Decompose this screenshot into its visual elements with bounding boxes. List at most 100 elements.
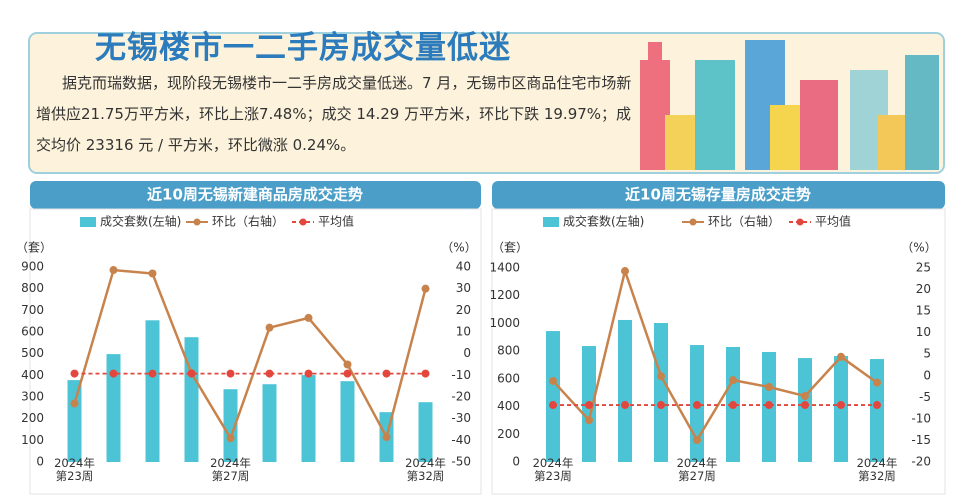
average-point [265,369,274,378]
legend-swatch [796,218,804,226]
legend-label: 平均值 [815,214,851,229]
bar [106,354,121,462]
y-tick-label: 700 [21,303,44,317]
bar [546,331,560,462]
bar [145,320,160,462]
y-tick-label: 800 [21,281,44,295]
average-point [549,401,557,410]
y2-tick-label: -10 [451,368,471,382]
line-point [621,267,629,276]
legend-swatch [543,217,559,227]
y-tick-label: 600 [21,325,44,339]
bar [184,337,199,462]
legend-label: 成交套数(左轴) [563,214,644,229]
y2-tick-label: 0 [923,368,931,382]
average-point [729,401,737,410]
average-point [801,401,809,410]
average-point [693,401,701,410]
y-tick-label: 200 [497,427,520,441]
y2-tick-label: 25 [916,261,931,275]
y2-tick-label: 30 [456,281,471,295]
y2-tick-label: -10 [911,411,931,425]
average-point [421,369,430,378]
y2-tick-label: -20 [911,455,931,469]
y-tick-label: 400 [497,399,520,413]
x-tick-label: 2024年 第27周 [210,456,251,483]
y2-tick-label: 10 [456,325,471,339]
y2-tick-label: 20 [916,282,931,296]
legend-label: 环比（右轴） [708,214,780,229]
bar [798,358,812,462]
y2-tick-label: 10 [916,325,931,339]
line-point [657,372,665,381]
line-point [382,433,391,442]
y-tick-label: 500 [21,346,44,360]
intro-text: 据克而瑞数据，现阶段无锡楼市一二手房成交量低迷。7 月，无锡市区商品住宅市场新增… [36,74,632,154]
bar [654,323,668,462]
line-point [873,378,881,387]
y-axis-label: （套） [16,241,52,255]
y2-tick-label: -20 [451,390,471,404]
average-point [226,369,235,378]
y-tick-label: 0 [512,455,520,469]
bar [418,402,433,462]
average-point [621,401,629,410]
line-point [109,266,118,275]
y2-tick-label: 5 [923,347,931,361]
y-tick-label: 800 [497,344,520,358]
line-point [343,360,352,369]
average-point [837,401,845,410]
chart-title: 近10周无锡存量房成交走势 [625,186,811,204]
line-point [729,376,737,385]
y2-tick-label: -15 [911,433,931,447]
bar [262,384,277,462]
average-point [70,369,79,378]
line-point [765,382,773,391]
legend-label: 环比（右轴） [212,214,284,229]
y2-tick-label: 40 [456,260,471,274]
legend-swatch [193,218,201,226]
panel-frame [491,208,946,495]
bar [301,375,316,462]
bar [223,389,238,462]
line-point [304,313,313,322]
line-point [226,434,235,443]
line [73,268,427,442]
average-point [585,401,593,410]
line-point [549,376,557,385]
y-tick-label: 100 [21,433,44,447]
page-title: 无锡楼市一二手房成交量低迷 [95,30,511,66]
y-tick-label: 900 [21,260,44,274]
bar [67,380,82,462]
city-illustration [640,40,939,170]
y2-tick-label: -40 [451,433,471,447]
y-tick-label: 1200 [489,288,520,302]
y2-tick-label: -5 [919,390,931,404]
y-tick-label: 400 [21,368,44,382]
average-point [187,369,196,378]
y-tick-label: 1400 [489,261,520,275]
y2-tick-label: 20 [456,303,471,317]
line-point [148,269,157,278]
average-point [765,401,773,410]
y-tick-label: 200 [21,411,44,425]
average-point [109,369,118,378]
y-tick-label: 300 [21,390,44,404]
chart-title: 近10周无锡新建商品房成交走势 [147,186,363,204]
x-tick-label: 2024年 第23周 [54,456,95,483]
legend-label: 成交套数(左轴) [100,214,181,229]
x-tick-label: 2024年 第27周 [676,456,718,483]
line-point [421,284,430,293]
average-point [343,369,352,378]
line-point [265,323,274,332]
line-point [837,352,845,361]
y2-axis-label: （%） [441,241,476,255]
x-tick-label: 2024年 第23周 [532,456,574,483]
average-point [304,369,313,378]
y-axis-label: （套） [492,241,528,255]
line-point [585,416,593,425]
average-point [873,401,881,410]
average-point [657,401,665,410]
panel-header [30,181,481,209]
